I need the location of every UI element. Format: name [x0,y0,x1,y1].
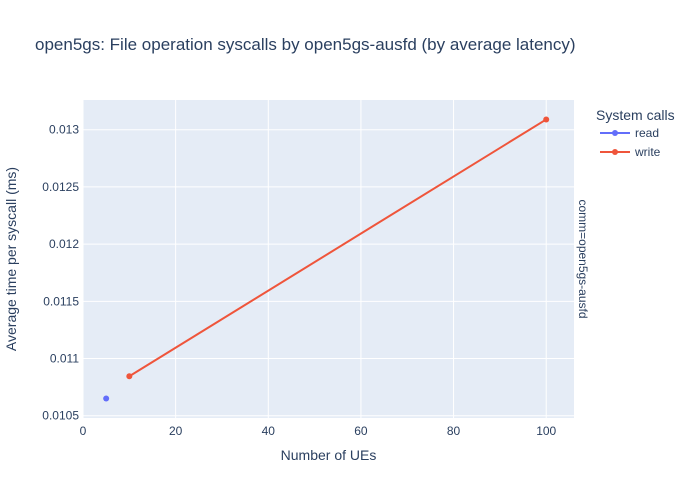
data-point-write [543,116,550,123]
y-tick-label: 0.013 [49,123,79,137]
series-line-write [128,118,547,378]
grid-lines [82,100,574,418]
legend-item-label: write [634,145,661,159]
x-tick-label: 60 [354,424,368,438]
legend-swatch-marker [612,149,618,155]
y-axis-label: Average time per syscall (ms) [3,167,19,351]
data-point-write [126,373,133,380]
legend-title: System calls [596,107,675,123]
legend-swatch-marker [612,130,618,136]
x-axis-ticks: 0 20 40 60 80 100 [80,424,557,438]
legend-item-write[interactable]: write [600,145,661,159]
x-tick-label: 20 [169,424,183,438]
x-tick-label: 80 [447,424,461,438]
legend-item-label: read [635,126,659,140]
y-axis-ticks: 0.0105 0.011 0.0115 0.012 0.0125 0.013 [42,123,79,423]
data-point-read [103,395,110,402]
y-tick-label: 0.0105 [42,409,79,423]
y-tick-label: 0.011 [50,352,79,366]
facet-label: comm=open5gs-ausfd [576,199,590,318]
y-tick-label: 0.012 [49,237,79,251]
x-tick-label: 40 [262,424,276,438]
series-layer [103,116,550,402]
x-tick-label: 0 [80,424,87,438]
x-tick-label: 100 [536,424,556,438]
legend: System calls read write [596,107,675,159]
y-tick-label: 0.0125 [42,180,79,194]
y-tick-label: 0.0115 [43,294,79,308]
x-axis-label: Number of UEs [281,447,377,463]
legend-item-read[interactable]: read [600,126,659,140]
chart-title: open5gs: File operation syscalls by open… [35,35,576,54]
